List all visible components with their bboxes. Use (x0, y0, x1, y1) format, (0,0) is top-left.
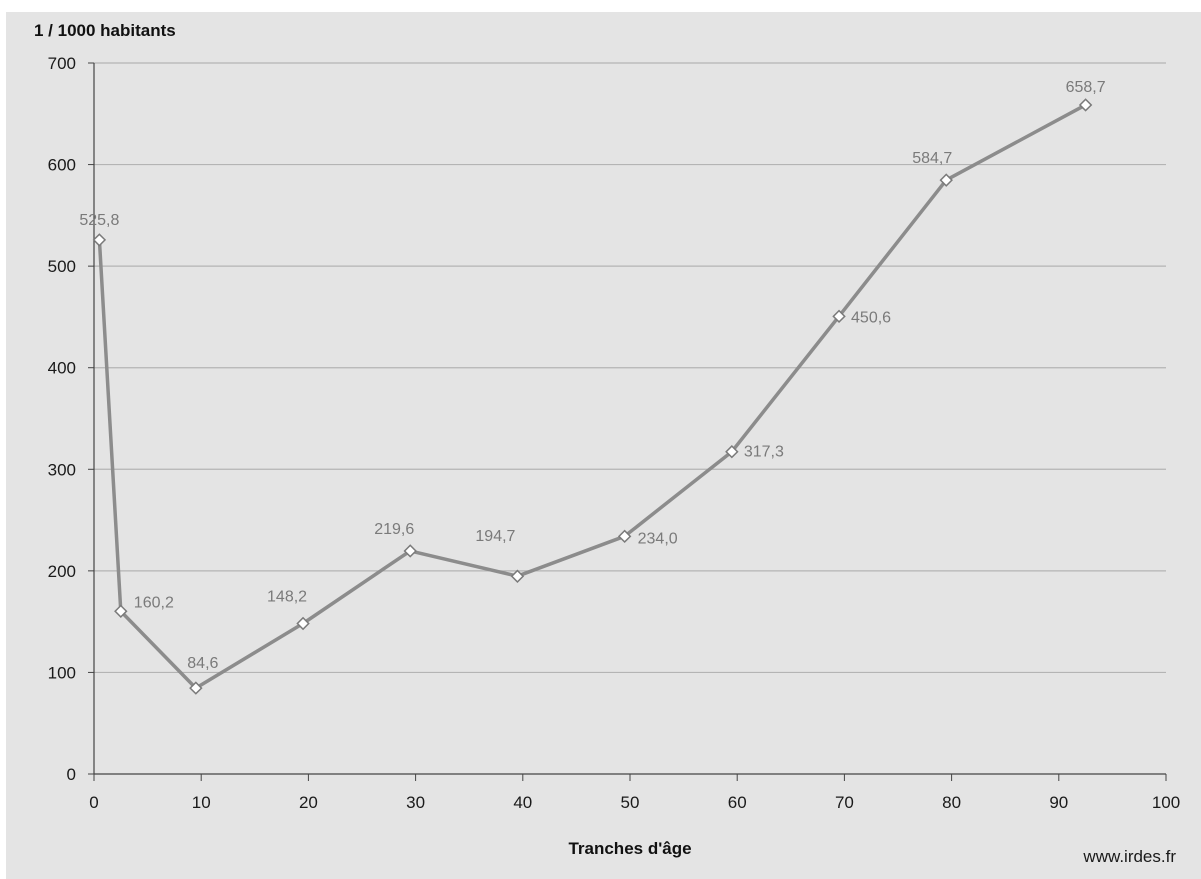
chart-background (6, 12, 1201, 879)
data-label: 84,6 (187, 655, 218, 672)
data-label: 234,0 (638, 530, 678, 547)
x-tick-label-10: 10 (192, 793, 211, 812)
y-tick-label-700: 700 (48, 54, 76, 73)
data-label: 194,7 (475, 528, 515, 545)
x-tick-label-80: 80 (942, 793, 961, 812)
x-tick-label-20: 20 (299, 793, 318, 812)
data-point (725, 444, 739, 459)
data-point (939, 173, 953, 187)
data-label: 658,7 (1066, 79, 1106, 96)
y-tick-label-500: 500 (48, 257, 76, 276)
x-tick-label-50: 50 (621, 793, 640, 812)
data-labels: 525,8 160,2 84,6 148,2 219,6 194,7 234,0 317,3 4… (79, 79, 1105, 672)
x-axis-ticks: 0 10 20 30 40 50 60 70 80 90 100 (89, 774, 1180, 812)
y-tick-label-400: 400 (48, 359, 76, 378)
data-markers (92, 98, 1093, 695)
data-point (403, 544, 417, 558)
data-point (832, 309, 846, 324)
y-tick-label-100: 100 (48, 663, 76, 682)
data-label: 525,8 (79, 212, 119, 229)
y-tick-label-600: 600 (48, 156, 76, 175)
x-tick-label-100: 100 (1152, 793, 1180, 812)
grid-lines (94, 62, 1166, 674)
data-label: 219,6 (374, 521, 414, 538)
data-point (114, 604, 128, 619)
x-tick-label-60: 60 (728, 793, 747, 812)
x-tick-label-90: 90 (1049, 793, 1068, 812)
data-point (1078, 98, 1093, 112)
x-axis-title: Tranches d'âge (568, 839, 691, 858)
data-point (296, 616, 310, 631)
data-label: 160,2 (134, 594, 174, 611)
data-label: 450,6 (851, 309, 891, 326)
data-label: 148,2 (267, 588, 307, 605)
data-point (617, 529, 632, 544)
data-point (92, 233, 107, 247)
data-point (510, 569, 525, 583)
x-tick-label-70: 70 (835, 793, 854, 812)
y-tick-label-300: 300 (48, 460, 76, 479)
data-label: 317,3 (744, 444, 784, 461)
y-tick-label-200: 200 (48, 562, 76, 581)
source-credit: www.irdes.fr (1082, 847, 1176, 866)
x-tick-label-40: 40 (513, 793, 532, 812)
y-tick-label-0: 0 (67, 765, 76, 784)
y-axis-title: 1 / 1000 habitants (34, 21, 176, 40)
y-axis-ticks: 0 100 200 300 400 500 600 700 (48, 54, 94, 784)
data-label: 584,7 (912, 150, 952, 167)
data-point (189, 681, 203, 695)
x-tick-label-30: 30 (406, 793, 425, 812)
x-tick-label-0: 0 (89, 793, 98, 812)
